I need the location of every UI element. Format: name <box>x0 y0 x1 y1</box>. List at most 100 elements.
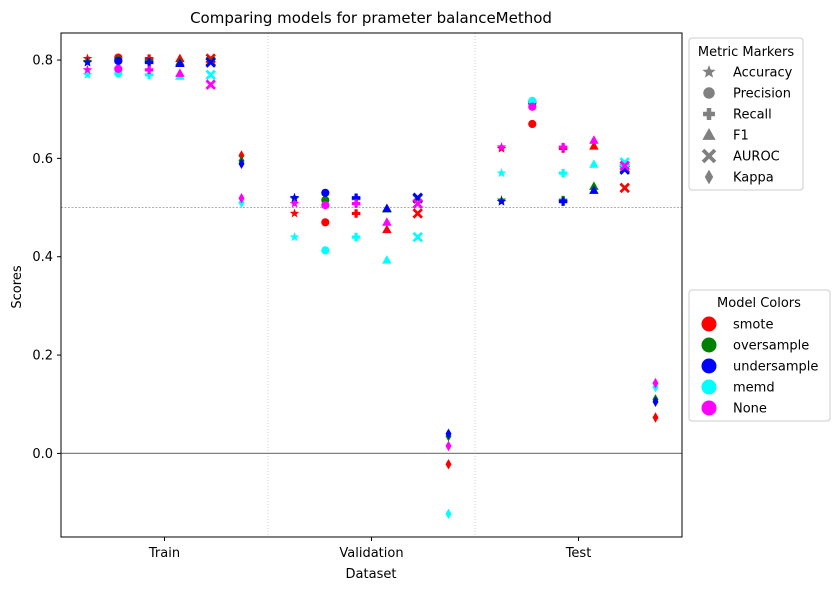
model-legend-title: Model Colors <box>717 296 801 311</box>
metric-legend-marker <box>703 108 715 120</box>
data-point <box>321 188 330 197</box>
x-tick-label: Validation <box>339 546 403 561</box>
metric-legend-label: Kappa <box>733 171 774 186</box>
x-tick-label: Test <box>565 546 592 561</box>
data-point <box>321 246 330 255</box>
data-point <box>589 159 599 168</box>
data-point <box>619 182 630 194</box>
model-legend-label: memd <box>733 381 775 396</box>
data-point <box>528 96 537 105</box>
data-point <box>652 377 659 389</box>
data-point <box>558 197 568 206</box>
data-point <box>496 196 507 206</box>
metric-legend-label: Precision <box>733 87 791 102</box>
y-tick-label: 0.4 <box>32 250 53 265</box>
y-axis-label: Scores <box>10 265 25 308</box>
model-legend-marker <box>701 337 717 353</box>
y-tick-label: 0.6 <box>32 152 53 167</box>
data-point <box>238 192 245 204</box>
data-point <box>589 185 599 194</box>
model-legend-label: oversample <box>733 339 809 354</box>
y-tick-label: 0.0 <box>32 447 53 462</box>
metric-legend-marker <box>702 128 716 140</box>
metric-legend-marker <box>704 169 714 185</box>
model-legend: Model Colors smote oversample undersample m… <box>688 289 831 422</box>
data-point <box>205 57 216 68</box>
chart-title: Comparing models for prameter balanceMet… <box>190 9 552 27</box>
model-legend-box <box>688 289 831 422</box>
data-point <box>82 64 93 74</box>
data-point <box>445 428 452 439</box>
data-point <box>382 255 392 264</box>
data-point <box>619 160 630 171</box>
data-point <box>528 102 537 111</box>
data-point <box>528 119 537 129</box>
data-point <box>238 158 245 170</box>
y-tick-label: 0.8 <box>32 54 53 69</box>
model-legend-marker <box>701 316 717 332</box>
plot-area: 0.0 0.2 0.4 0.6 0.8 Train Validation Test <box>32 33 682 561</box>
data-point <box>351 209 361 218</box>
data-point <box>205 79 216 90</box>
metric-legend: Metric Markers Accuracy Precision Recall F1… <box>688 37 804 191</box>
data-point <box>144 70 154 80</box>
model-legend-marker <box>701 379 717 395</box>
data-point <box>144 65 154 75</box>
metric-legend-marker <box>702 65 716 78</box>
data-point <box>412 231 423 243</box>
data-point <box>114 64 123 73</box>
data-point <box>238 150 245 161</box>
data-point <box>321 200 330 210</box>
data-point <box>589 135 599 144</box>
data-point <box>289 192 300 202</box>
data-point <box>289 198 300 208</box>
data-point <box>382 224 392 234</box>
y-tick-label: 0.2 <box>32 349 53 364</box>
data-point <box>82 69 93 79</box>
data-point <box>496 168 507 178</box>
data-point <box>445 440 452 452</box>
metric-legend-marker <box>701 148 717 164</box>
data-point <box>82 57 93 67</box>
data-point <box>289 208 300 218</box>
model-legend-label: undersample <box>733 360 818 375</box>
data-point <box>175 68 185 77</box>
data-point <box>445 508 452 520</box>
model-legend-label: smote <box>733 318 774 333</box>
data-point <box>496 142 507 152</box>
metric-legend-label: AUROC <box>733 150 780 165</box>
data-point <box>382 217 392 226</box>
data-point <box>445 458 452 470</box>
data-point <box>412 198 423 209</box>
data-point <box>144 58 154 67</box>
x-tick-label: Train <box>148 546 180 561</box>
data-point <box>652 396 659 408</box>
model-legend-marker <box>701 358 717 374</box>
data-point <box>351 199 361 208</box>
data-point <box>412 208 423 219</box>
model-legend-label: None <box>733 402 767 417</box>
metric-legend-box <box>688 37 804 191</box>
x-axis-label: Dataset <box>346 567 397 582</box>
data-point <box>114 56 123 66</box>
data-point <box>175 58 185 67</box>
data-point <box>351 193 361 202</box>
data-point <box>589 141 599 150</box>
data-point <box>205 69 216 81</box>
data-point <box>619 157 630 168</box>
metric-legend-title: Metric Markers <box>698 45 794 60</box>
data-point <box>558 168 568 178</box>
data-point <box>652 412 659 423</box>
data-point <box>558 142 568 152</box>
data-point <box>382 203 392 213</box>
metric-legend-label: Recall <box>733 108 772 123</box>
data-point <box>289 232 300 242</box>
data-point <box>321 218 330 227</box>
metric-legend-label: Accuracy <box>733 66 793 81</box>
plot-frame <box>60 32 683 538</box>
metric-legend-label: F1 <box>733 129 749 144</box>
model-legend-marker <box>701 400 717 416</box>
data-point <box>351 232 361 242</box>
